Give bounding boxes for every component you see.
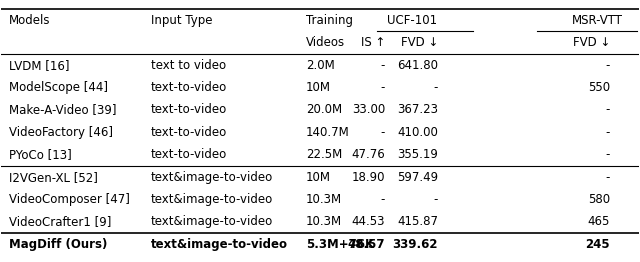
- Text: Videos: Videos: [306, 36, 345, 49]
- Text: 415.87: 415.87: [397, 215, 438, 228]
- Text: text&image-to-video: text&image-to-video: [151, 238, 288, 251]
- Text: 597.49: 597.49: [397, 171, 438, 184]
- Text: UCF-101: UCF-101: [387, 14, 437, 27]
- Text: VideoCrafter1 [9]: VideoCrafter1 [9]: [9, 215, 111, 228]
- Text: text&image-to-video: text&image-to-video: [151, 215, 273, 228]
- Text: -: -: [605, 171, 610, 184]
- Text: -: -: [381, 193, 385, 206]
- Text: MagDiff (Ours): MagDiff (Ours): [9, 238, 108, 251]
- Text: MSR-VTT: MSR-VTT: [572, 14, 623, 27]
- Text: 10.3M: 10.3M: [306, 215, 342, 228]
- Text: -: -: [381, 126, 385, 139]
- Text: 550: 550: [588, 81, 610, 94]
- Text: Make-A-Video [39]: Make-A-Video [39]: [9, 103, 116, 116]
- Text: Input Type: Input Type: [151, 14, 212, 27]
- Text: -: -: [433, 81, 438, 94]
- Text: 47.76: 47.76: [351, 148, 385, 161]
- Text: 44.53: 44.53: [351, 215, 385, 228]
- Text: -: -: [605, 126, 610, 139]
- Text: text-to-video: text-to-video: [151, 148, 227, 161]
- Text: 10.3M: 10.3M: [306, 193, 342, 206]
- Text: 48.57: 48.57: [348, 238, 385, 251]
- Text: 20.0M: 20.0M: [306, 103, 342, 116]
- Text: text&image-to-video: text&image-to-video: [151, 171, 273, 184]
- Text: 367.23: 367.23: [397, 103, 438, 116]
- Text: VideoComposer [47]: VideoComposer [47]: [9, 193, 130, 206]
- Text: text&image-to-video: text&image-to-video: [151, 193, 273, 206]
- Text: 10M: 10M: [306, 171, 331, 184]
- Text: -: -: [605, 59, 610, 72]
- Text: 339.62: 339.62: [392, 238, 438, 251]
- Text: 10M: 10M: [306, 81, 331, 94]
- Text: text-to-video: text-to-video: [151, 126, 227, 139]
- Text: ModelScope [44]: ModelScope [44]: [9, 81, 108, 94]
- Text: 33.00: 33.00: [352, 103, 385, 116]
- Text: 2.0M: 2.0M: [306, 59, 335, 72]
- Text: -: -: [433, 193, 438, 206]
- Text: PYoCo [13]: PYoCo [13]: [9, 148, 72, 161]
- Text: -: -: [605, 148, 610, 161]
- Text: 140.7M: 140.7M: [306, 126, 349, 139]
- Text: 410.00: 410.00: [397, 126, 438, 139]
- Text: VideoFactory [46]: VideoFactory [46]: [9, 126, 113, 139]
- Text: FVD ↓: FVD ↓: [401, 36, 438, 49]
- Text: Models: Models: [9, 14, 51, 27]
- Text: Training: Training: [306, 14, 353, 27]
- Text: text-to-video: text-to-video: [151, 81, 227, 94]
- Text: 245: 245: [586, 238, 610, 251]
- Text: I2VGen-XL [52]: I2VGen-XL [52]: [9, 171, 98, 184]
- Text: -: -: [381, 59, 385, 72]
- Text: 5.3M+76K: 5.3M+76K: [306, 238, 374, 251]
- Text: 465: 465: [588, 215, 610, 228]
- Text: FVD ↓: FVD ↓: [573, 36, 610, 49]
- Text: 22.5M: 22.5M: [306, 148, 342, 161]
- Text: text-to-video: text-to-video: [151, 103, 227, 116]
- Text: 580: 580: [588, 193, 610, 206]
- Text: LVDM [16]: LVDM [16]: [9, 59, 70, 72]
- Text: -: -: [381, 81, 385, 94]
- Text: 355.19: 355.19: [397, 148, 438, 161]
- Text: 18.90: 18.90: [351, 171, 385, 184]
- Text: text to video: text to video: [151, 59, 227, 72]
- Text: -: -: [605, 103, 610, 116]
- Text: 641.80: 641.80: [397, 59, 438, 72]
- Text: IS ↑: IS ↑: [360, 36, 385, 49]
